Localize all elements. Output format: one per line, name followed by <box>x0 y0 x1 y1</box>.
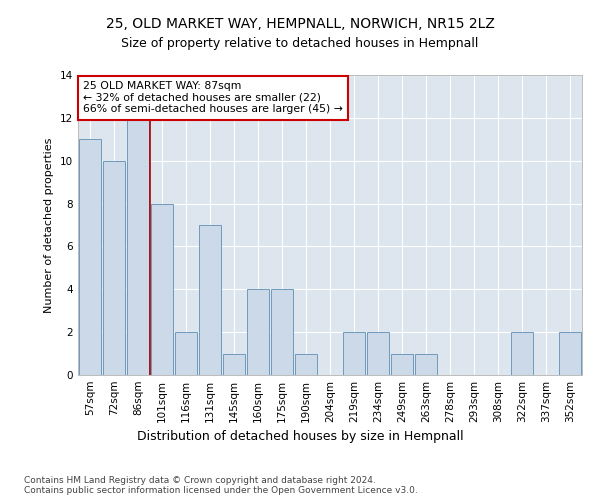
Bar <box>271 290 293 375</box>
Text: 25 OLD MARKET WAY: 87sqm
← 32% of detached houses are smaller (22)
66% of semi-d: 25 OLD MARKET WAY: 87sqm ← 32% of detach… <box>83 81 343 114</box>
Bar <box>559 332 581 375</box>
Bar <box>367 332 389 375</box>
Text: Contains HM Land Registry data © Crown copyright and database right 2024.
Contai: Contains HM Land Registry data © Crown c… <box>24 476 418 495</box>
Bar <box>127 118 149 375</box>
Bar <box>79 140 101 375</box>
Bar <box>151 204 173 375</box>
Text: Distribution of detached houses by size in Hempnall: Distribution of detached houses by size … <box>137 430 463 443</box>
Bar <box>415 354 437 375</box>
Bar <box>343 332 365 375</box>
Bar <box>103 160 125 375</box>
Bar <box>223 354 245 375</box>
Bar <box>247 290 269 375</box>
Bar <box>511 332 533 375</box>
Text: 25, OLD MARKET WAY, HEMPNALL, NORWICH, NR15 2LZ: 25, OLD MARKET WAY, HEMPNALL, NORWICH, N… <box>106 18 494 32</box>
Bar <box>199 225 221 375</box>
Bar <box>295 354 317 375</box>
Bar <box>391 354 413 375</box>
Text: Size of property relative to detached houses in Hempnall: Size of property relative to detached ho… <box>121 38 479 51</box>
Bar <box>175 332 197 375</box>
Y-axis label: Number of detached properties: Number of detached properties <box>44 138 55 312</box>
